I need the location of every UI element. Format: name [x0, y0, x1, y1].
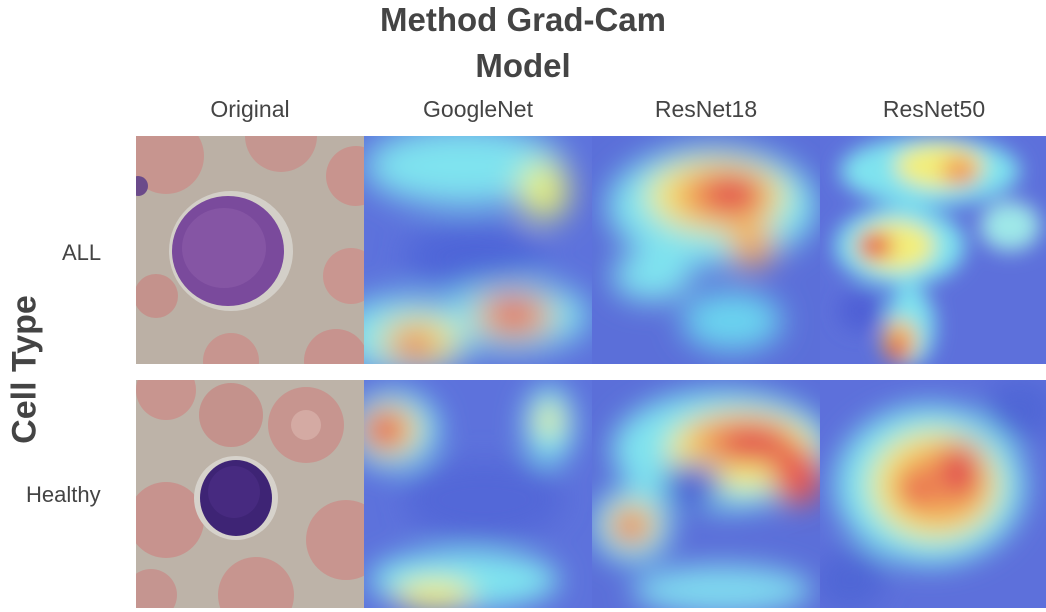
gradcam-googlenet-all [364, 136, 592, 364]
gradcam-resnet50-healthy [820, 380, 1046, 608]
figure-subtitle: Model [475, 47, 571, 84]
original-image-all [136, 136, 364, 364]
column-header-googlenet: GoogleNet [423, 96, 533, 122]
row-axis-label: Cell Type [5, 295, 44, 444]
original-image-healthy [136, 380, 364, 608]
gradcam-resnet18-all [592, 136, 820, 364]
gradcam-googlenet-healthy [364, 380, 592, 608]
gradcam-resnet18-healthy [592, 380, 820, 608]
gradcam-resnet50-all [820, 136, 1046, 364]
column-header-resnet50: ResNet50 [882, 96, 986, 122]
column-header-original: Original [210, 96, 290, 122]
row-header-all: ALL [62, 240, 102, 265]
column-header-resnet18: ResNet18 [654, 96, 758, 122]
row-header-healthy: Healthy [26, 482, 101, 507]
figure-title: Method Grad-Cam [379, 1, 666, 38]
